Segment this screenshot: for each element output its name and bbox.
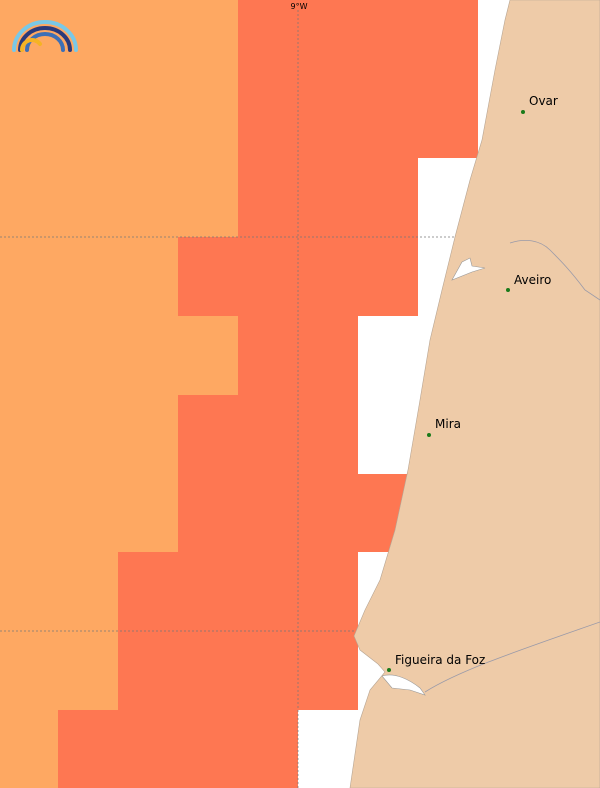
- place-label: Aveiro: [514, 273, 551, 287]
- place-marker: [387, 668, 391, 672]
- land: [349, 0, 600, 788]
- lagoon: [451, 257, 486, 281]
- place-label: Mira: [435, 417, 461, 431]
- place-marker: [427, 433, 431, 437]
- logo: [12, 20, 78, 52]
- place-marker: [521, 110, 525, 114]
- estuary: [381, 674, 426, 696]
- place-label: Ovar: [529, 94, 558, 108]
- moderate-zone: [0, 0, 238, 788]
- place-marker: [506, 288, 510, 292]
- place-label: Figueira da Foz: [395, 653, 485, 667]
- river: [509, 239, 600, 301]
- grid-label: 9°W: [291, 2, 308, 11]
- river: [424, 621, 600, 693]
